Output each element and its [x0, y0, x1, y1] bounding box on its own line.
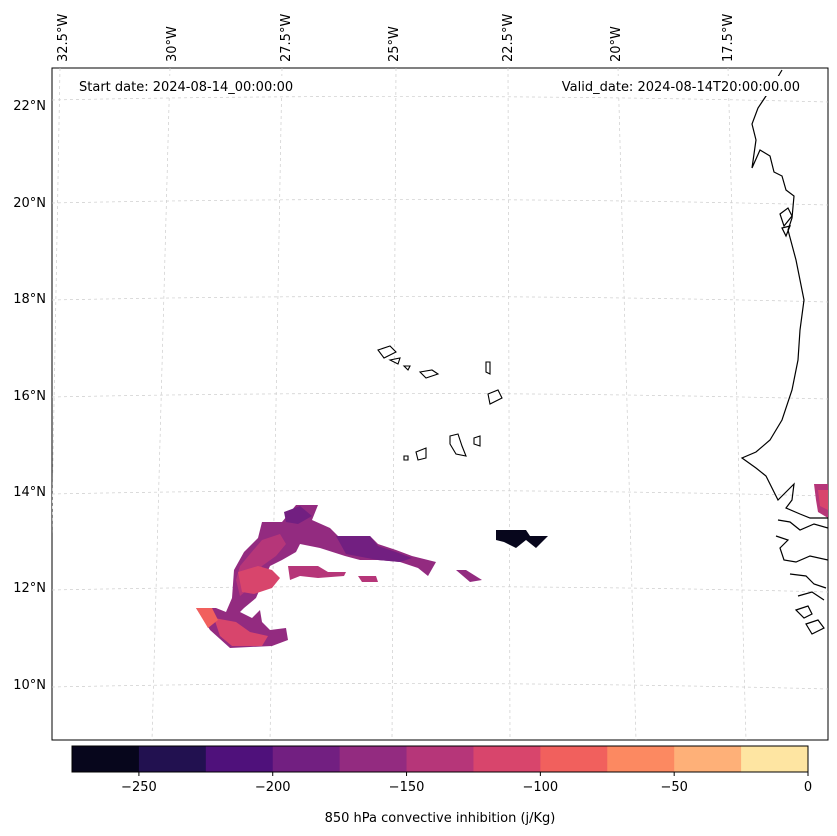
island-boa-vista: [487, 389, 503, 405]
cin-region-south-tip: [196, 608, 218, 628]
colorbar-segment: [272, 746, 341, 772]
lat-label: 14°N: [13, 485, 46, 500]
island-maio: [473, 435, 481, 447]
lat-labels: 22°N 20°N 18°N 16°N 14°N 12°N 10°N: [13, 99, 46, 693]
island-sal: [485, 361, 491, 375]
colorbar-segment: [674, 746, 742, 772]
colorbar-segment: [72, 746, 140, 772]
cape-verde-islands: [377, 345, 503, 461]
map-frame: [51, 67, 829, 741]
lat-label: 18°N: [13, 292, 46, 307]
island-fogo: [415, 447, 427, 461]
africa-coastline: [740, 69, 828, 519]
gridlines: [52, 68, 828, 740]
island-brava: [403, 455, 409, 461]
lon-label: 32.5°W: [56, 14, 71, 62]
colorbar-ticks: −250 −200 −150 −100 −50 0: [121, 772, 812, 795]
colorbar-tick-label: −50: [660, 780, 687, 795]
colorbar-label: 850 hPa convective inhibition (j/Kg): [325, 811, 556, 826]
cin-region-outer: [196, 505, 436, 648]
island-santo-antao: [377, 345, 397, 359]
colorbar-segment: [540, 746, 608, 772]
island-santa-luzia: [402, 365, 411, 371]
colorbar-tick-label: 0: [804, 780, 812, 795]
lon-label: 27.5°W: [279, 14, 294, 62]
cin-contours: [196, 484, 828, 648]
island-sao-vicente: [388, 357, 401, 365]
lat-label: 16°N: [13, 389, 46, 404]
colorbar: −250 −200 −150 −100 −50 0 850 hPa convective …: [71, 745, 812, 826]
cin-region-north-core: [284, 506, 312, 524]
colorbar-segment: [406, 746, 474, 772]
cin-region-south: [214, 618, 268, 646]
start-date-label: Start date: 2024-08-14_00:00:00: [79, 80, 293, 95]
lon-label: 25°W: [387, 26, 402, 62]
colorbar-segment: [205, 746, 274, 772]
colorbar-tick-label: −200: [255, 780, 291, 795]
cin-region-east-sliver: [456, 570, 482, 582]
colorbar-segment: [138, 746, 207, 772]
island-santiago: [449, 433, 467, 457]
lat-label: 22°N: [13, 99, 46, 114]
colorbar-frame: [71, 745, 809, 773]
cin-region-inner: [238, 566, 280, 594]
colorbar-segment: [339, 746, 408, 772]
colorbar-segment: [607, 746, 675, 772]
lat-label: 12°N: [13, 581, 46, 596]
colorbar-tick-label: −250: [121, 780, 157, 795]
lon-label: 30°W: [165, 26, 180, 62]
colorbar-segment: [741, 746, 809, 772]
lon-label: 17.5°W: [721, 14, 736, 62]
lon-label: 22.5°W: [501, 14, 516, 62]
cin-region-mid-strip: [288, 566, 346, 580]
lat-label: 20°N: [13, 196, 46, 211]
colorbar-segment: [473, 746, 541, 772]
valid-date-label: Valid_date: 2024-08-14T20:00:00.00: [562, 80, 800, 95]
colorbar-segments: [72, 746, 809, 772]
lon-label: 20°W: [609, 26, 624, 62]
coastlines: [740, 69, 828, 635]
island-sao-nicolau: [418, 369, 440, 379]
colorbar-tick-label: −150: [389, 780, 425, 795]
cin-region-coast-inner: [818, 490, 828, 510]
cin-region-east-piece: [358, 576, 378, 582]
colorbar-tick-label: −100: [523, 780, 559, 795]
cin-region-deep: [496, 530, 548, 548]
lon-labels: 32.5°W 30°W 27.5°W 25°W 22.5°W 20°W 17.5…: [56, 14, 736, 62]
lat-label: 10°N: [13, 678, 46, 693]
cin-region-dark-band: [336, 536, 412, 562]
